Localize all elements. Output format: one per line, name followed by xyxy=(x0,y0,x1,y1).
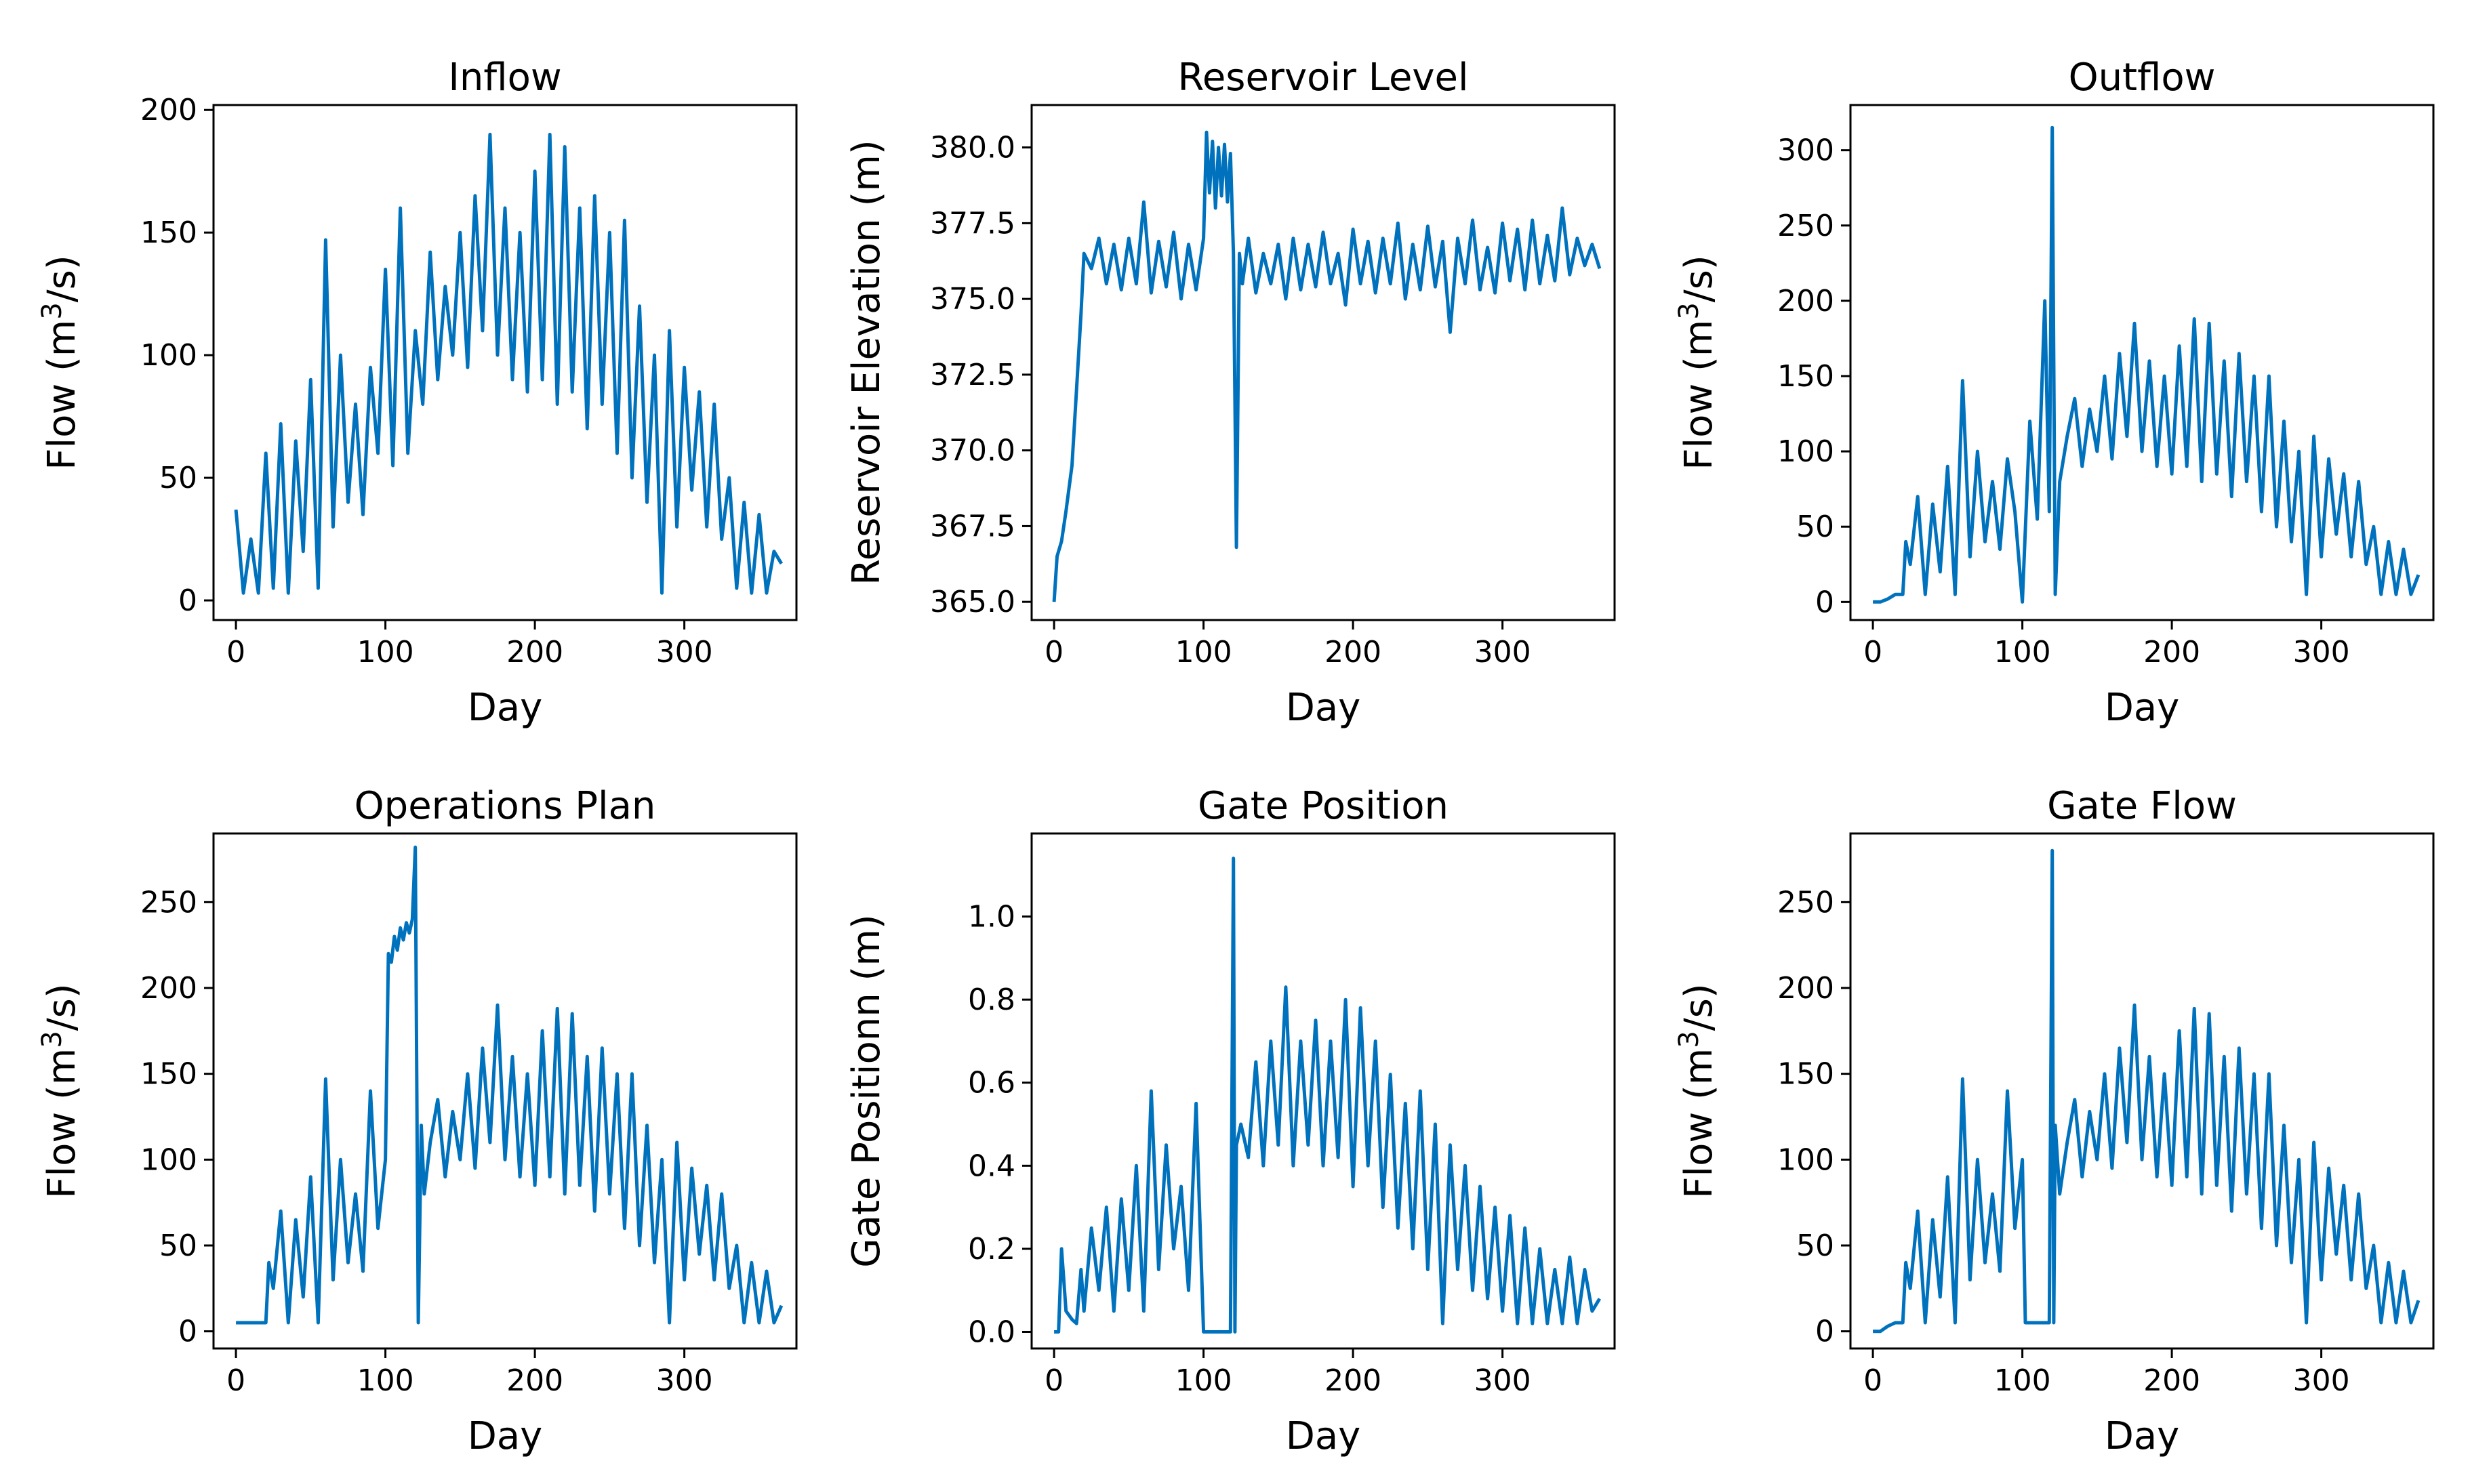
plot-frame xyxy=(212,104,798,621)
y-tick-label: 200 xyxy=(1777,284,1834,318)
y-tick-label: 370.0 xyxy=(930,434,1015,468)
y-axis-label: Flow (m3/s) xyxy=(37,255,84,470)
series-line xyxy=(1873,125,2421,604)
y-tick-label: 250 xyxy=(140,885,197,920)
series-line xyxy=(234,132,784,595)
x-tick-label: 300 xyxy=(1474,635,1531,669)
y-tick-label: 0 xyxy=(178,1315,197,1349)
series-line xyxy=(236,845,784,1325)
subplot-3: 0 100 200 300 0 50 100 150 200 250 300 Outflow Day Fl… xyxy=(1674,56,2435,730)
y-axis-label: Flow (m3/s) xyxy=(1674,983,1721,1198)
x-tick-label: 200 xyxy=(506,1363,563,1398)
x-axis-label: Day xyxy=(2105,1414,2180,1458)
x-axis-label: Day xyxy=(468,686,543,730)
x-tick-label: 100 xyxy=(357,1363,414,1398)
x-tick-label: 0 xyxy=(1863,635,1882,669)
y-tick-label: 100 xyxy=(1777,1142,1834,1177)
y-tick-label: 372.5 xyxy=(930,358,1015,392)
subplot-4: 0 100 200 300 0 50 100 150 200 250 Operations Plan… xyxy=(37,784,798,1458)
x-tick-label: 100 xyxy=(1994,1363,2051,1398)
y-tick-label: 365.0 xyxy=(930,585,1015,619)
x-tick-label: 300 xyxy=(1474,1363,1531,1398)
plot-frame xyxy=(212,832,798,1350)
y-tick-label: 380.0 xyxy=(930,131,1015,165)
y-tick-label: 0.4 xyxy=(968,1149,1015,1183)
subplot-1: 0 100 200 300 0 50 100 150 200 Inflow Day Flow (m3/… xyxy=(37,56,798,730)
subplot-title: Gate Position xyxy=(1198,784,1449,828)
series-line xyxy=(1054,857,1602,1334)
x-tick-label: 100 xyxy=(1175,635,1232,669)
y-tick-label: 0 xyxy=(1815,585,1834,619)
x-tick-label: 0 xyxy=(226,635,245,669)
x-tick-label: 100 xyxy=(1175,1363,1232,1398)
x-tick-label: 200 xyxy=(2143,1363,2200,1398)
subplot-5: 0 100 200 300 0.0 0.2 0.4 0.6 0.8 1.0 Gate Positio… xyxy=(845,784,1616,1458)
x-tick-label: 100 xyxy=(1994,635,2051,669)
y-tick-label: 100 xyxy=(1777,434,1834,469)
y-tick-label: 0.6 xyxy=(968,1066,1015,1100)
x-tick-label: 300 xyxy=(656,1363,713,1398)
y-tick-label: 200 xyxy=(1777,971,1834,1006)
plot-frame xyxy=(1849,104,2435,621)
series-line xyxy=(1052,130,1602,602)
subplot-title: Reservoir Level xyxy=(1177,56,1468,100)
plot-frame xyxy=(1849,832,2435,1350)
y-axis-label: Gate Positionn (m) xyxy=(845,914,889,1268)
y-axis-label: Flow (m3/s) xyxy=(37,983,84,1198)
x-tick-label: 200 xyxy=(1324,635,1381,669)
subplot-title: Gate Flow xyxy=(2047,784,2237,828)
series-line xyxy=(1873,848,2421,1334)
x-tick-label: 200 xyxy=(1324,1363,1381,1398)
y-tick-label: 150 xyxy=(1777,359,1834,394)
y-tick-label: 377.5 xyxy=(930,206,1015,241)
y-tick-label: 50 xyxy=(159,1229,197,1263)
y-tick-label: 100 xyxy=(140,1142,197,1177)
x-axis-label: Day xyxy=(2105,686,2180,730)
x-tick-label: 0 xyxy=(1045,1363,1064,1398)
x-tick-label: 100 xyxy=(357,635,414,669)
subplot-title: Inflow xyxy=(448,56,561,100)
x-tick-label: 200 xyxy=(506,635,563,669)
y-tick-label: 150 xyxy=(1777,1057,1834,1092)
y-tick-label: 0 xyxy=(178,583,197,618)
y-tick-label: 0 xyxy=(1815,1315,1834,1349)
x-tick-label: 200 xyxy=(2143,635,2200,669)
x-axis-label: Day xyxy=(468,1414,543,1458)
x-tick-label: 300 xyxy=(656,635,713,669)
y-axis-label: Reservoir Elevation (m) xyxy=(845,140,889,585)
y-tick-label: 200 xyxy=(140,971,197,1006)
y-axis-label: Flow (m3/s) xyxy=(1674,255,1721,470)
x-axis-label: Day xyxy=(1286,1414,1361,1458)
x-tick-label: 0 xyxy=(1045,635,1064,669)
subplot-title: Operations Plan xyxy=(355,784,656,828)
y-tick-label: 367.5 xyxy=(930,509,1015,543)
x-tick-label: 0 xyxy=(226,1363,245,1398)
y-tick-label: 250 xyxy=(1777,885,1834,920)
y-tick-label: 375.0 xyxy=(930,282,1015,316)
y-tick-label: 0.8 xyxy=(968,983,1015,1017)
y-tick-label: 0.0 xyxy=(968,1315,1015,1349)
subplot-title: Outflow xyxy=(2069,56,2216,100)
plot-frame xyxy=(1030,104,1616,621)
y-tick-label: 1.0 xyxy=(968,900,1015,934)
y-tick-label: 150 xyxy=(140,1057,197,1092)
x-tick-label: 300 xyxy=(2293,1363,2350,1398)
y-tick-label: 50 xyxy=(1796,510,1834,544)
y-tick-label: 250 xyxy=(1777,209,1834,243)
plot-frame xyxy=(1030,832,1616,1350)
y-tick-label: 200 xyxy=(140,93,197,127)
y-tick-label: 300 xyxy=(1777,133,1834,168)
x-tick-label: 300 xyxy=(2293,635,2350,669)
y-tick-label: 50 xyxy=(159,461,197,495)
subplot-2: 0 100 200 300 365.0 367.5 370.0 372.5 375.0 377.5… xyxy=(845,56,1616,730)
y-tick-label: 150 xyxy=(140,215,197,250)
y-tick-label: 50 xyxy=(1796,1229,1834,1263)
subplot-6: 0 100 200 300 0 50 100 150 200 250 Gate Flow Day Flo… xyxy=(1674,784,2435,1458)
x-tick-label: 0 xyxy=(1863,1363,1882,1398)
y-tick-label: 0.2 xyxy=(968,1232,1015,1266)
y-tick-label: 100 xyxy=(140,338,197,373)
x-axis-label: Day xyxy=(1286,686,1361,730)
